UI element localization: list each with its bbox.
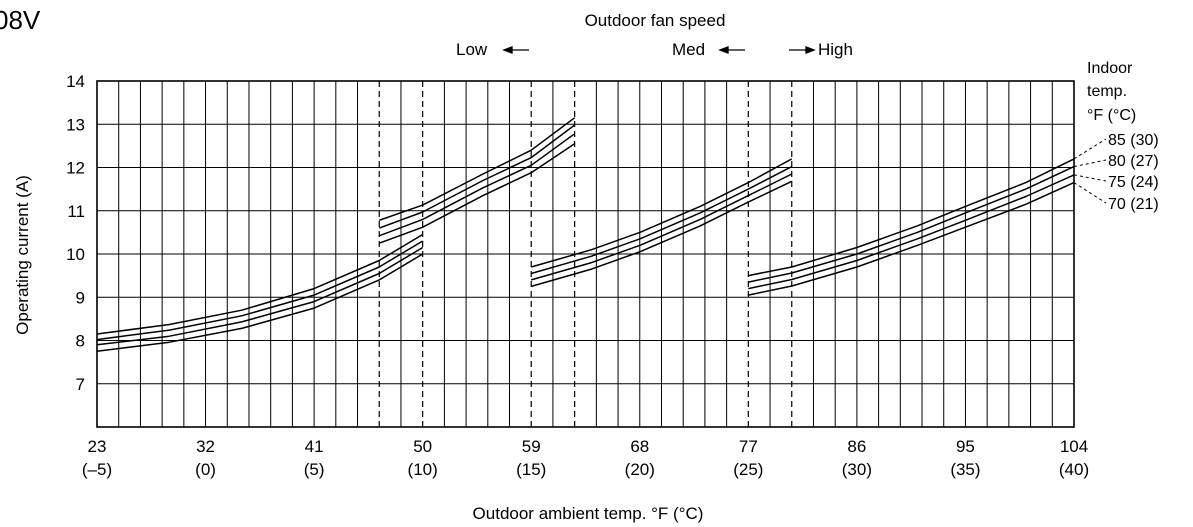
series-line-3 — [748, 181, 1075, 296]
y-tick-label: 14 — [66, 72, 85, 91]
series-line-0 — [378, 117, 576, 222]
plot-frame — [96, 80, 1075, 428]
series-line-0 — [748, 158, 1075, 277]
y-axis-title: Operating current (A) — [13, 175, 32, 335]
indoor-legend-title-line-3: °F (°C) — [1087, 107, 1136, 124]
x-tick-label: 41 — [305, 437, 324, 456]
series-line-3 — [530, 180, 793, 288]
x-tick-sublabel: (35) — [950, 460, 980, 479]
fan-speed-med: Med — [672, 40, 745, 59]
x-tick-sublabel: (20) — [625, 460, 655, 479]
fan-speed-high: High — [789, 40, 853, 59]
series-line-2 — [530, 173, 793, 281]
x-tick-sublabel: (25) — [733, 460, 763, 479]
x-tick-sublabel: (0) — [195, 460, 216, 479]
indoor-legend-title-line-2: temp. — [1087, 83, 1127, 100]
x-tick-sublabel: (10) — [408, 460, 438, 479]
legend-leader-line — [1073, 159, 1107, 168]
x-tick-sublabel: (5) — [304, 460, 325, 479]
fan-speed-med-label: Med — [672, 40, 705, 59]
indoor-legend-title-line-1: Indoor — [1087, 60, 1133, 77]
fan-speed-low: Low — [456, 40, 529, 59]
series-line-3 — [96, 253, 424, 353]
x-tick-label: 68 — [630, 437, 649, 456]
legend-entry: 80 (27) — [1108, 153, 1159, 170]
left-arrow-icon — [718, 46, 745, 54]
legend-entry: 75 (24) — [1108, 174, 1159, 191]
series-line-2 — [378, 133, 576, 237]
y-tick-label: 7 — [76, 375, 85, 394]
series-line-1 — [530, 165, 793, 275]
series-line-0 — [530, 158, 793, 268]
x-tick-label: 95 — [956, 437, 975, 456]
legend-leader-line — [1073, 174, 1107, 182]
indoor-temp-legend: Indoor temp. °F (°C) 85 (30) 80 (27) 75 (2… — [1073, 60, 1159, 213]
series-line-3 — [378, 143, 576, 244]
series-line-0 — [96, 233, 424, 335]
series-line-1 — [378, 124, 576, 229]
y-tick-label: 12 — [66, 159, 85, 178]
series-line-2 — [96, 246, 424, 346]
corner-label: 08V — [0, 5, 41, 35]
series-line-1 — [748, 165, 1075, 283]
legend-leader-line — [1073, 182, 1107, 204]
y-tick-label: 8 — [76, 332, 85, 351]
fan-speed-low-label: Low — [456, 40, 488, 59]
x-tick-label: 50 — [413, 437, 432, 456]
x-tick-label: 77 — [739, 437, 758, 456]
x-tick-sublabel: (40) — [1059, 460, 1089, 479]
x-tick-label: 32 — [196, 437, 215, 456]
y-tick-label: 11 — [67, 202, 85, 221]
legend-leader-line — [1073, 138, 1107, 160]
series-line-2 — [748, 174, 1075, 290]
x-tick-label: 59 — [522, 437, 541, 456]
right-arrow-icon — [789, 46, 816, 54]
fan-speed-high-label: High — [818, 40, 853, 59]
x-axis-title: Outdoor ambient temp. °F (°C) — [473, 504, 704, 523]
x-tick-label: 104 — [1060, 437, 1088, 456]
x-tick-label: 23 — [88, 437, 107, 456]
legend-entry: 70 (21) — [1108, 196, 1159, 213]
x-tick-sublabel: (–5) — [82, 460, 112, 479]
left-arrow-icon — [502, 46, 529, 54]
x-tick-sublabel: (30) — [842, 460, 872, 479]
series-line-1 — [96, 240, 424, 341]
x-tick-sublabel: (15) — [516, 460, 546, 479]
fan-speed-title: Outdoor fan speed — [585, 11, 726, 30]
y-tick-label: 13 — [66, 115, 85, 134]
legend-entry: 85 (30) — [1108, 132, 1159, 149]
y-tick-label: 9 — [76, 288, 85, 307]
y-tick-label: 10 — [66, 245, 85, 264]
x-tick-label: 86 — [847, 437, 866, 456]
